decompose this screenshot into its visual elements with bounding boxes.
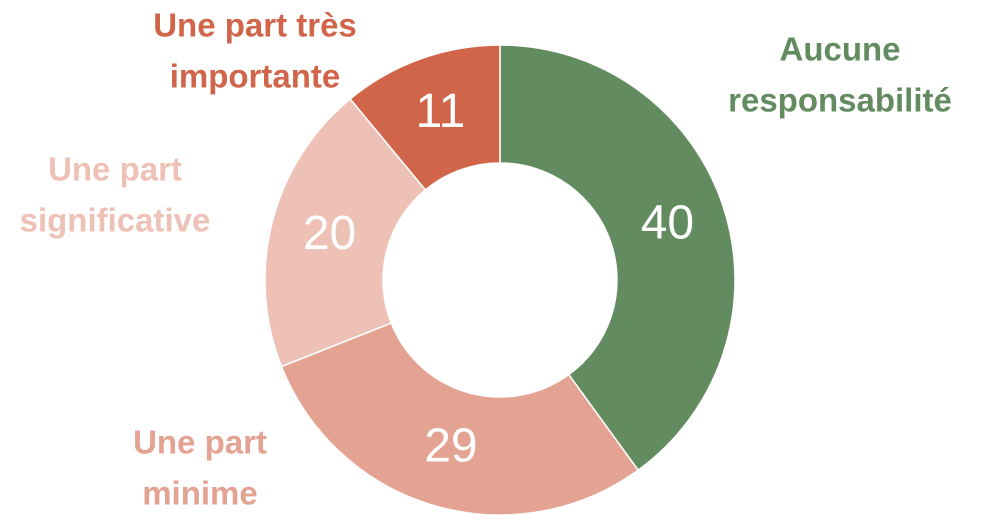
donut-segment <box>280 322 640 515</box>
donut-segment <box>499 44 736 472</box>
category-label: responsabilité <box>728 82 952 119</box>
category-label: Une part très <box>153 7 357 44</box>
value-label: 20 <box>303 207 356 260</box>
category-label: Une part <box>48 151 182 188</box>
category-label: importante <box>170 58 341 95</box>
donut-segment <box>264 97 427 368</box>
value-label: 11 <box>415 85 465 138</box>
value-label: 40 <box>641 196 694 249</box>
value-label: 29 <box>424 420 477 473</box>
category-label: Aucune <box>779 31 900 68</box>
category-label: minime <box>142 475 258 512</box>
category-label: Une part <box>133 424 267 461</box>
donut-segment <box>349 44 501 191</box>
category-label: significative <box>20 202 211 239</box>
